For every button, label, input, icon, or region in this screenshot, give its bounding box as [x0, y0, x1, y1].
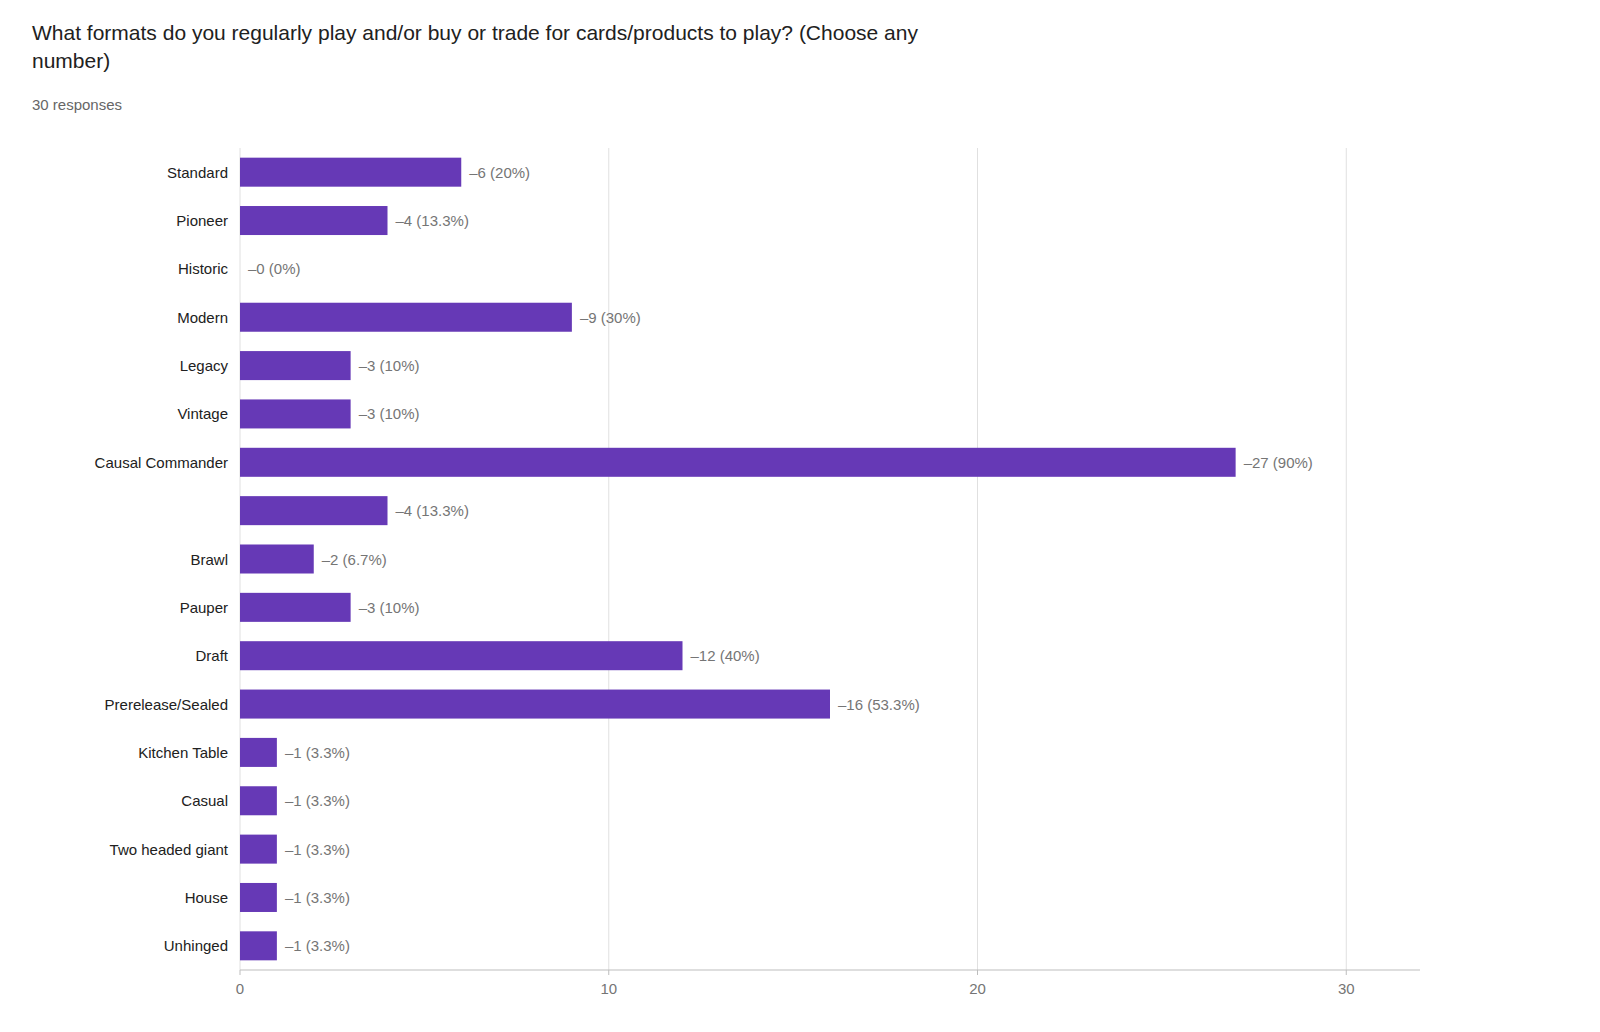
y-tick-label: Pioneer: [176, 212, 228, 229]
bar: [240, 883, 277, 912]
x-tick: [1346, 970, 1347, 975]
data-label: –2 (6.7%): [322, 551, 387, 568]
bars: [240, 158, 1236, 961]
data-label: –1 (3.3%): [285, 744, 350, 761]
y-tick-label: Standard: [167, 164, 228, 181]
bar: [240, 835, 277, 864]
bar: [240, 496, 388, 525]
y-tick-label: Draft: [195, 647, 228, 664]
grid-line: [977, 148, 978, 970]
grid: [240, 148, 1346, 970]
data-label: –3 (10%): [359, 405, 420, 422]
data-label: –1 (3.3%): [285, 937, 350, 954]
y-tick-label: Prerelease/Sealed: [105, 696, 228, 713]
y-tick-label: Legacy: [180, 357, 229, 374]
bar: [240, 399, 351, 428]
data-label: –4 (13.3%): [396, 502, 469, 519]
x-tick-label: 10: [600, 980, 617, 997]
bar: [240, 931, 277, 960]
bar: [240, 206, 388, 235]
x-axis-line: [240, 970, 1420, 971]
data-label: –4 (13.3%): [396, 212, 469, 229]
data-label: –16 (53.3%): [838, 696, 920, 713]
subtitle: 30 responses: [32, 96, 122, 113]
chart-svg: What formats do you regularly play and/o…: [0, 0, 1600, 1032]
x-tick: [608, 970, 609, 975]
x-tick-label: 30: [1338, 980, 1355, 997]
bar: [240, 641, 683, 670]
chart-container: What formats do you regularly play and/o…: [0, 0, 1600, 1032]
bar: [240, 593, 351, 622]
data-label: –9 (30%): [580, 309, 641, 326]
bar: [240, 158, 461, 187]
data-label: –1 (3.3%): [285, 889, 350, 906]
data-label: –3 (10%): [359, 599, 420, 616]
bar: [240, 448, 1236, 477]
y-tick-label: Two headed giant: [110, 841, 229, 858]
y-tick-label: Causal Commander: [95, 454, 228, 471]
bar: [240, 738, 277, 767]
y-tick-label: Kitchen Table: [138, 744, 228, 761]
y-tick-label: House: [185, 889, 228, 906]
y-ticks: Standard Pioneer Historic Modern Legacy Vinta…: [95, 164, 229, 955]
y-tick-label: Brawl: [190, 551, 228, 568]
background: [0, 0, 1600, 1032]
x-ticks: 0 10 20 30: [236, 970, 1355, 997]
grid-line: [1346, 148, 1347, 970]
title-line: What formats do you regularly play and/o…: [32, 21, 918, 44]
data-labels: –6 (20%) –4 (13.3%) –0 (0%) –9 (30%) –3 (10%…: [248, 164, 1313, 955]
bar: [240, 786, 277, 815]
x-tick-label: 0: [236, 980, 244, 997]
title: What formats do you regularly play and/o…: [32, 21, 918, 72]
data-label: –12 (40%): [691, 647, 760, 664]
data-label: –0 (0%): [248, 260, 301, 277]
x-tick: [240, 970, 241, 975]
bar: [240, 303, 572, 332]
y-tick-label: Casual: [181, 792, 228, 809]
data-label: –6 (20%): [469, 164, 530, 181]
data-label: –27 (90%): [1244, 454, 1313, 471]
title-line: number): [32, 49, 110, 72]
bar: [240, 254, 241, 283]
data-label: –1 (3.3%): [285, 841, 350, 858]
data-label: –1 (3.3%): [285, 792, 350, 809]
y-tick-label: Modern: [177, 309, 228, 326]
data-label: –3 (10%): [359, 357, 420, 374]
bar: [240, 544, 314, 573]
bar: [240, 351, 351, 380]
y-tick-label: Pauper: [180, 599, 228, 616]
x-tick: [977, 970, 978, 975]
grid-line: [608, 148, 609, 970]
y-tick-label: Unhinged: [164, 937, 228, 954]
y-tick-label: Vintage: [177, 405, 228, 422]
bar: [240, 690, 830, 719]
y-tick-label: Historic: [178, 260, 229, 277]
x-tick-label: 20: [969, 980, 986, 997]
